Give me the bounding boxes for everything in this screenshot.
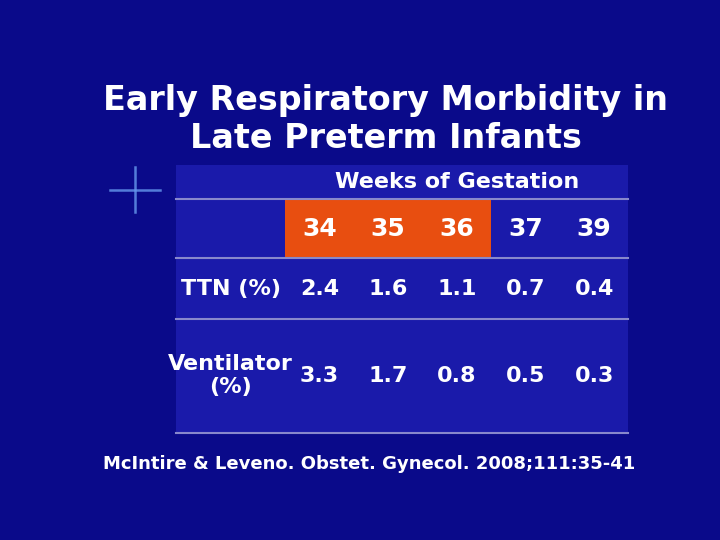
Text: 3.3: 3.3 [300, 366, 339, 386]
Text: McIntire & Leveno. Obstet. Gynecol. 2008;111:35-41: McIntire & Leveno. Obstet. Gynecol. 2008… [103, 455, 635, 473]
Text: 2.4: 2.4 [300, 279, 339, 299]
Text: 1.6: 1.6 [369, 279, 408, 299]
Text: 1.7: 1.7 [369, 366, 408, 386]
Text: 35: 35 [371, 217, 405, 241]
Text: 37: 37 [508, 217, 543, 241]
Text: 0.5: 0.5 [505, 366, 545, 386]
Text: Weeks of Gestation: Weeks of Gestation [335, 172, 579, 192]
Text: 39: 39 [577, 217, 611, 241]
Text: 0.3: 0.3 [575, 366, 614, 386]
Text: TTN (%): TTN (%) [181, 279, 281, 299]
Text: 0.4: 0.4 [575, 279, 614, 299]
Text: 34: 34 [302, 217, 337, 241]
Text: 0.8: 0.8 [437, 366, 477, 386]
Text: Early Respiratory Morbidity in
Late Preterm Infants: Early Respiratory Morbidity in Late Pret… [103, 84, 668, 155]
Text: Ventilator
(%): Ventilator (%) [168, 354, 293, 397]
Text: 1.1: 1.1 [437, 279, 477, 299]
Text: 0.7: 0.7 [505, 279, 545, 299]
Text: 36: 36 [439, 217, 474, 241]
